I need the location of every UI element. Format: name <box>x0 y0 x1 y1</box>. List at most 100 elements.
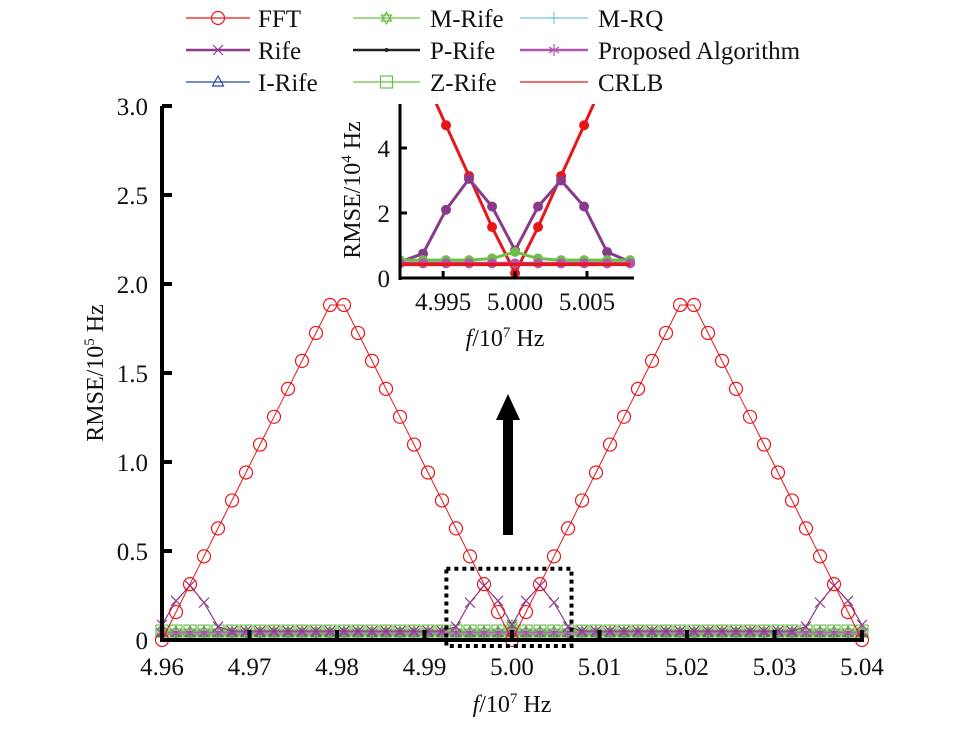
data-point-rife <box>268 625 280 637</box>
legend-item-m-rife: M-Rife <box>353 6 504 33</box>
data-point-fft <box>532 577 548 592</box>
inset-point-fft <box>395 18 405 28</box>
data-point-rife <box>212 621 224 633</box>
legend-item-z-rife: Z-Rife <box>353 70 497 97</box>
data-point-rife <box>394 625 406 637</box>
data-point-rife <box>842 595 854 607</box>
inset-point-fft <box>441 120 452 131</box>
data-point-fft <box>392 409 408 424</box>
data-point-proposed-algorithm <box>492 626 504 639</box>
data-point-fft <box>476 577 492 592</box>
data-point-fft <box>826 577 842 592</box>
data-point-fft <box>350 325 366 341</box>
inset-y-tick-label: 2 <box>378 201 391 228</box>
data-point-proposed-algorithm <box>800 626 812 639</box>
inset-x-label-unit: Hz <box>510 326 544 352</box>
data-point-rife <box>758 625 770 637</box>
data-point-proposed-algorithm <box>548 626 560 639</box>
data-point-rife <box>632 625 644 637</box>
data-point-fft <box>560 521 576 536</box>
data-point-fft <box>588 465 604 480</box>
data-point-fft <box>546 549 562 564</box>
y-axis-label: RMSE/105 Hz <box>82 304 109 442</box>
inset-point-fft <box>487 221 498 232</box>
data-point-fft <box>434 493 450 508</box>
data-point-rife <box>576 625 588 637</box>
data-point-fft <box>798 521 814 536</box>
legend-marker-m-rife <box>380 10 393 26</box>
data-point-fft <box>714 353 730 368</box>
data-point-proposed-algorithm <box>170 626 182 639</box>
inset-y-label-unit: Hz <box>340 121 366 155</box>
x-tick-label: 5.00 <box>490 654 534 681</box>
data-point-proposed-algorithm <box>814 626 826 639</box>
data-point-fft <box>672 297 688 313</box>
inset-point-rife <box>464 173 475 184</box>
data-point-rife <box>660 625 672 637</box>
data-point-fft <box>490 604 506 620</box>
y-tick-label: 0 <box>136 628 149 655</box>
legend-marker-proposed-algorithm <box>548 44 560 56</box>
legend-marker-rife <box>212 44 224 56</box>
x-axis-label: f/107 Hz <box>473 691 552 718</box>
inset-y-label-base: RMSE/10 <box>340 163 366 259</box>
x-label-unit: Hz <box>517 692 551 718</box>
x-tick-label: 5.02 <box>665 654 709 681</box>
data-point-fft <box>336 297 352 313</box>
data-point-rife <box>716 625 728 637</box>
inset-x-tick-label: 4.995 <box>415 289 471 316</box>
data-point-rife <box>506 619 518 631</box>
data-point-rife <box>464 597 476 609</box>
data-point-proposed-algorithm <box>478 626 490 639</box>
x-label-exp: 7 <box>510 691 518 707</box>
y-tick-label: 2.5 <box>117 183 148 210</box>
legend-item-m-rq: M-RQ <box>520 6 663 33</box>
main-plot: 4.96 4.97 4.98 4.99 5.00 5.01 5.02 5.03 5.04 0 0.5… <box>82 94 884 718</box>
zoom-arrow <box>496 394 520 535</box>
legend-marker-p-rife <box>384 48 389 52</box>
data-point-fft <box>210 521 226 536</box>
inset-point-rife <box>487 201 498 212</box>
data-point-fft <box>462 549 478 564</box>
data-point-rife <box>254 625 266 637</box>
legend-label: Proposed Algorithm <box>598 38 801 65</box>
legend-label: I-Rife <box>258 70 318 97</box>
x-tick-label: 5.03 <box>753 654 797 681</box>
x-label-var: f <box>473 692 483 718</box>
data-point-fft <box>728 381 744 396</box>
legend-item-i-rife: I-Rife <box>186 70 318 97</box>
legend-item-p-rife: P-Rife <box>353 38 495 65</box>
inset-point-fft <box>579 120 590 131</box>
data-point-fft <box>252 437 268 452</box>
legend-item-fft: FFT <box>186 6 301 33</box>
data-point-rife <box>646 625 658 637</box>
inset-point-fft <box>533 221 544 232</box>
data-point-fft <box>686 297 702 313</box>
data-point-fft <box>630 381 646 396</box>
data-point-fft <box>644 353 660 368</box>
legend-marker-m-rq <box>548 12 560 24</box>
data-point-proposed-algorithm <box>184 626 196 639</box>
data-point-fft <box>182 577 198 592</box>
legend-label: M-Rife <box>430 6 504 33</box>
y-tick-label: 0.5 <box>117 539 148 566</box>
data-point-fft <box>378 381 394 396</box>
data-point-fft <box>574 493 590 508</box>
legend-label: P-Rife <box>430 38 495 65</box>
data-point-rife <box>170 595 182 607</box>
series-rife <box>156 580 868 637</box>
y-label-unit: Hz <box>83 304 109 338</box>
data-point-rife <box>492 595 504 607</box>
y-label-exp: 5 <box>82 338 98 346</box>
data-point-fft <box>658 325 674 341</box>
inset-y-tick-label: 4 <box>378 136 391 163</box>
data-point-rife <box>338 625 350 637</box>
legend-label: FFT <box>258 6 301 33</box>
legend-label: M-RQ <box>598 6 663 33</box>
data-point-fft <box>812 549 828 564</box>
data-point-proposed-algorithm <box>212 626 224 639</box>
data-point-rife <box>674 625 686 637</box>
data-point-fft <box>616 409 632 424</box>
legend-marker-i-rife <box>211 74 225 87</box>
